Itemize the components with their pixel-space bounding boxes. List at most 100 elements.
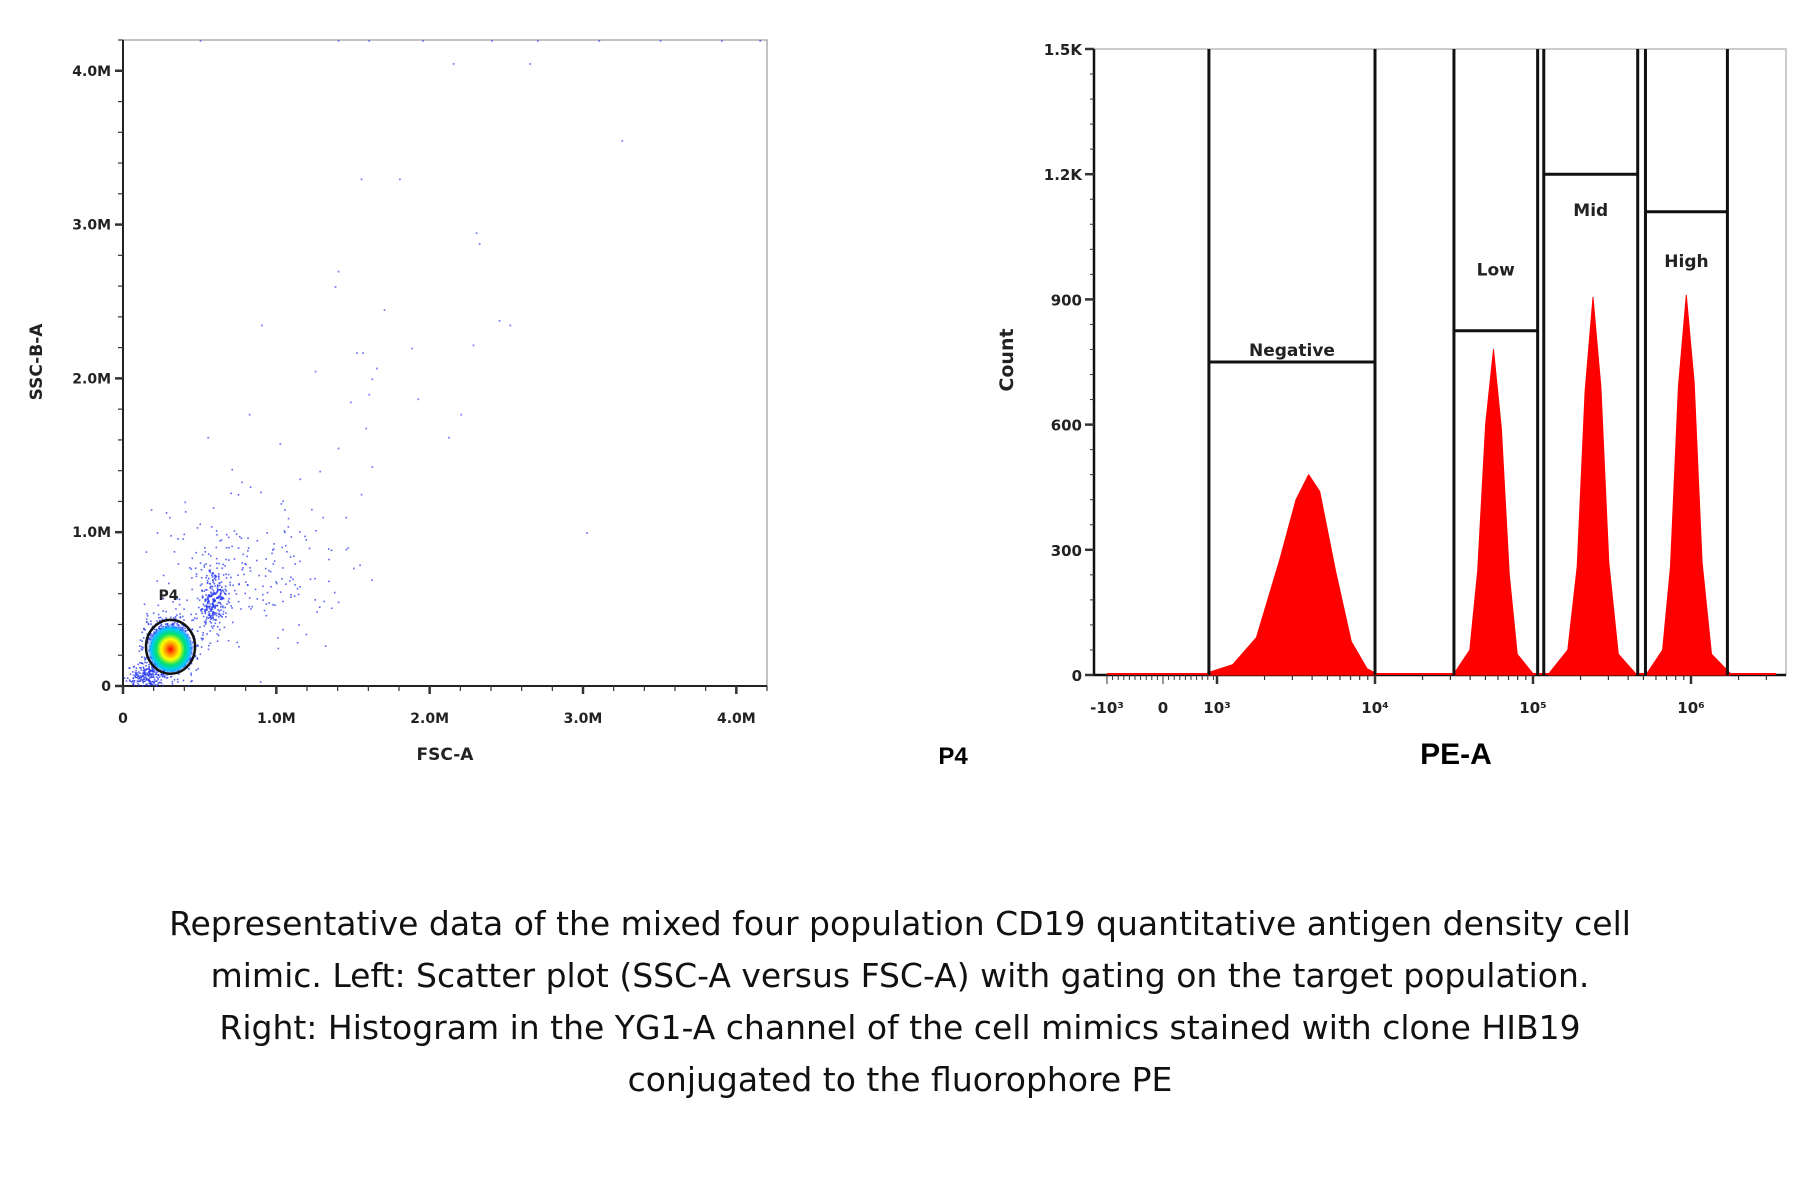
scatter-point (143, 676, 146, 679)
scatter-point (316, 611, 318, 613)
scatter-point (209, 595, 211, 598)
scatter-point (224, 606, 226, 609)
scatter-point (211, 608, 213, 611)
scatter-point (205, 622, 207, 624)
scatter-point (205, 589, 207, 591)
scatter-point (207, 595, 210, 598)
scatter-point (162, 574, 165, 577)
scatter-point (211, 611, 214, 614)
scatter-point (165, 512, 168, 514)
scatter-point (148, 679, 151, 682)
scatter-point (220, 609, 222, 611)
scatter-point (144, 668, 147, 671)
scatter-point (199, 562, 202, 564)
scatter-point (213, 593, 215, 595)
scatter-point (220, 603, 222, 606)
scatter-point (190, 672, 192, 675)
scatter-point (199, 584, 202, 587)
scatter-point (140, 675, 142, 677)
scatter-point (152, 674, 155, 677)
scatter-point (145, 665, 147, 667)
scatter-point (205, 598, 207, 600)
scatter-point (349, 401, 352, 404)
scatter-point (131, 671, 134, 673)
scatter-point (190, 613, 193, 616)
gate-p4-ellipse (144, 618, 197, 675)
scatter-point (285, 544, 287, 547)
scatter-point (212, 600, 215, 602)
scatter-point (146, 679, 149, 681)
scatter-point (285, 583, 287, 586)
scatter-point (216, 596, 219, 599)
y-tick-label: 2.0M (72, 371, 111, 387)
y-axis-label: Count (996, 328, 1018, 391)
scatter-point (201, 595, 204, 597)
scatter-point (217, 613, 220, 616)
scatter-point (191, 557, 194, 560)
scatter-point (132, 680, 134, 682)
scatter-point (245, 581, 247, 583)
scatter-point (211, 602, 214, 605)
scatter-point (209, 620, 211, 623)
scatter-point (206, 607, 208, 609)
x-tick-label: -10³ (1090, 699, 1124, 717)
scatter-point (210, 622, 213, 624)
scatter-point (204, 551, 207, 553)
scatter-point (231, 607, 233, 609)
density-core (147, 621, 194, 673)
scatter-point (141, 685, 144, 687)
scatter-point (298, 531, 301, 533)
scatter-point (265, 614, 268, 617)
scatter-point (305, 539, 308, 541)
scatter-point (328, 558, 330, 561)
scatter-point (273, 543, 276, 545)
scatter-point (290, 576, 292, 579)
x-tick-label: 10⁶ (1677, 699, 1704, 717)
scatter-point (345, 516, 348, 519)
scatter-point (201, 590, 203, 592)
scatter-point (162, 597, 165, 600)
scatter-point (241, 562, 244, 564)
scatter-point (145, 673, 147, 675)
scatter-point (132, 674, 135, 676)
scatter-point (203, 605, 206, 607)
scatter-point (460, 413, 463, 416)
scatter-point (216, 626, 219, 628)
scatter-point (145, 678, 148, 681)
scatter-point (292, 578, 294, 581)
scatter-point (289, 556, 292, 558)
scatter-point (215, 562, 218, 565)
scatter-point (128, 667, 131, 669)
y-tick-label: 1.0M (72, 525, 111, 541)
scatter-point (218, 582, 221, 584)
scatter-point (227, 573, 230, 576)
scatter-point (152, 612, 155, 615)
scatter-point (191, 680, 193, 682)
scatter-point (133, 684, 135, 687)
scatter-point (204, 547, 206, 549)
scatter-point (155, 676, 158, 678)
scatter-point (141, 662, 144, 665)
scatter-point (160, 682, 163, 684)
scatter-point (217, 575, 220, 577)
scatter-point (225, 612, 227, 615)
scatter-point (165, 617, 168, 619)
scatter-point (256, 539, 259, 542)
scatter-point (213, 582, 216, 585)
scatter-point (141, 675, 143, 678)
scatter-point (166, 676, 169, 679)
scatter-point (145, 674, 147, 677)
scatter-point (138, 680, 141, 683)
scatter-point (207, 648, 210, 651)
scatter-point (214, 576, 217, 579)
scatter-point (177, 563, 180, 565)
scatter-point (228, 546, 230, 549)
scatter-point (207, 436, 210, 439)
scatter-point (333, 591, 336, 594)
scatter-point (173, 551, 176, 553)
scatter-point (212, 605, 215, 608)
scatter-point (266, 532, 269, 534)
scatter-point (210, 618, 212, 620)
scatter-point (145, 661, 148, 664)
scatter-point (212, 611, 214, 613)
